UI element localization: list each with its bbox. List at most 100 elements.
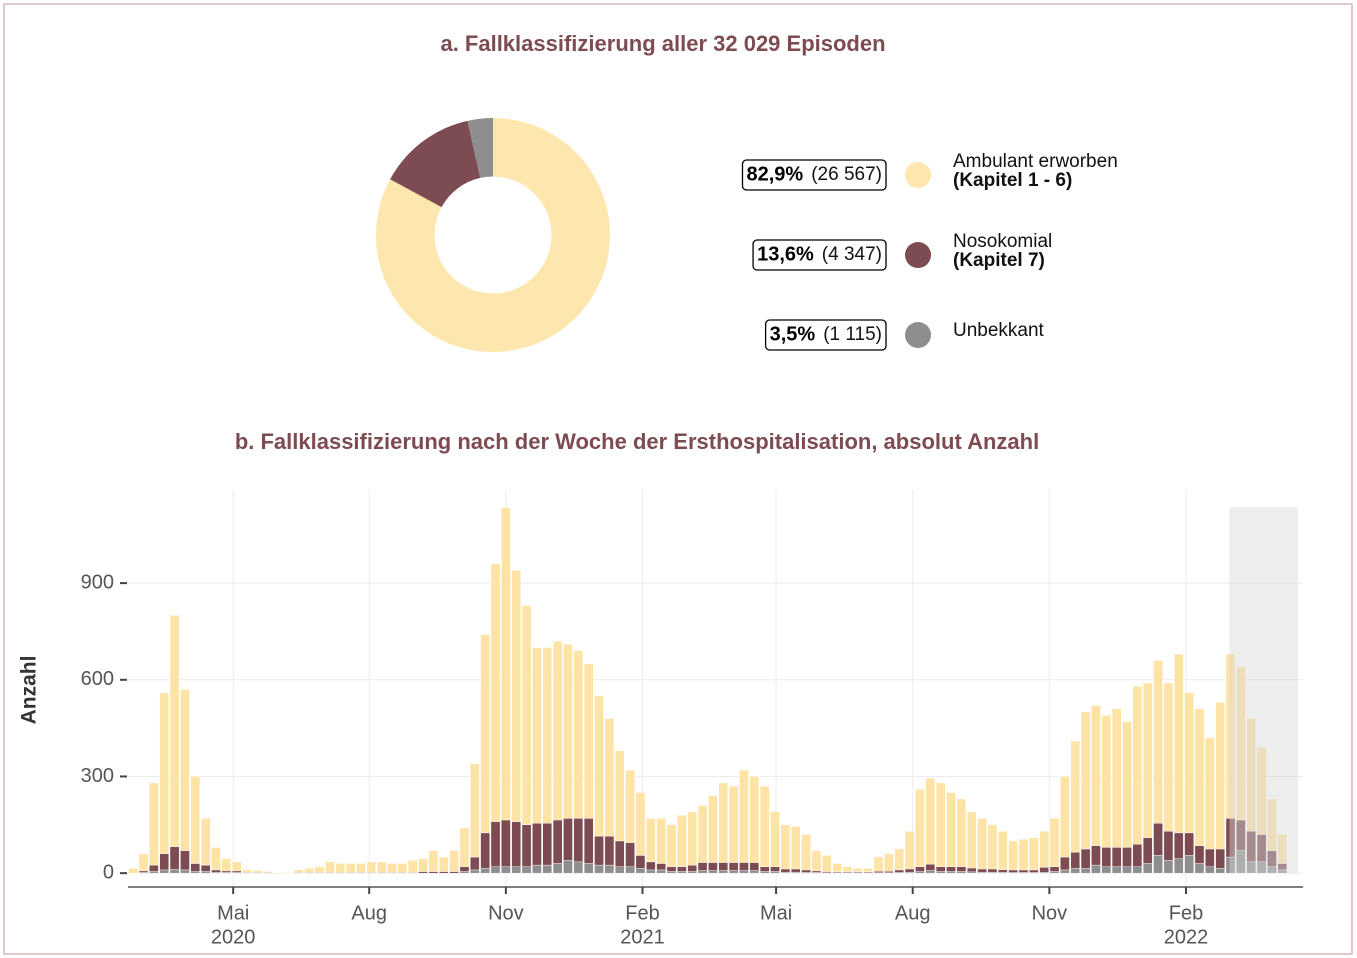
bar-segment [822,855,832,872]
bar-segment [1070,868,1081,874]
bar-segment [583,818,594,864]
bar-segment [739,870,749,874]
bar-segment [915,789,925,867]
bar-segment [801,834,811,871]
bar-segment [977,868,987,873]
bar-segment [853,868,863,873]
bar-segment [666,824,677,867]
bar-segment [759,866,770,872]
bar-segment [1153,822,1163,856]
bar-segment [501,507,511,821]
bar-segment [563,860,573,874]
bar-segment [1091,705,1101,846]
bar-segment [1132,686,1143,845]
bar-segment [511,570,521,822]
bar-segment [728,870,739,874]
bar-segment [428,871,439,874]
bar-segment [1194,845,1205,864]
bar-segment [294,869,304,873]
bar-segment [749,776,760,863]
bar-segment [1060,776,1070,858]
bar-segment [1060,856,1070,871]
bar-segment [749,870,760,874]
bar-segment [1111,866,1122,874]
bar-segment [335,863,345,873]
bar-segment [1184,855,1194,874]
bar-segment [956,871,967,874]
bar-segment [345,863,356,873]
bar-segment [459,866,470,872]
bar-segment [583,863,594,874]
bar-segment [159,869,169,874]
bar-segment [1142,837,1153,864]
bar-segment [283,872,294,874]
bar-segment [149,782,159,866]
bar-segment [573,650,584,819]
bar-segment [521,866,532,874]
bar-segment [1194,708,1205,846]
chart-title: a. Fallklassifizierung aller 32 029 Epis… [440,31,885,56]
bar-segment [677,866,687,872]
bar-segment [956,866,967,872]
bar-segment [128,868,138,874]
bar-segment [501,819,511,867]
bar-segment [1080,868,1091,874]
bar-segment [1215,848,1225,869]
bar-segment [1153,660,1163,824]
bar-segment [1122,866,1132,874]
x-tick-year: 2022 [1164,926,1209,948]
bar-segment [925,863,936,871]
bar-segment [573,861,584,874]
bar-segment [925,870,936,874]
bar-segment [1132,843,1143,867]
bar-segment [211,847,221,871]
bar-segment [242,869,252,873]
bar-segment [1122,847,1132,867]
bar-segment [1142,863,1153,874]
x-tick-label: Nov [488,902,524,924]
bar-segment [946,792,956,867]
bar-segment [149,871,159,874]
bar-segment [915,871,925,874]
x-tick-label: Aug [895,902,931,924]
legend-label: Unbekkant [953,320,1045,341]
bar-segment [304,868,314,873]
bar-segment [1101,715,1112,848]
bar-segment [159,692,169,855]
bar-segment [1163,831,1174,861]
bar-segment [666,866,677,872]
bar-segment [521,824,532,867]
bar-segment [325,861,335,873]
bar-segment [935,782,946,867]
bar-segment [314,866,325,873]
bar-segment [635,855,646,869]
bar-segment [190,871,201,874]
bar-segment [459,871,470,874]
bar-segment [625,866,635,874]
bar-segment [1049,871,1060,874]
x-tick-label: Feb [1169,902,1203,924]
x-tick-year: 2021 [620,926,665,948]
bar-segment [1174,832,1184,859]
bar-segment [480,832,490,869]
bar-segment [614,750,625,842]
bar-segment [1018,839,1029,871]
x-tick-year: 2020 [211,926,256,948]
bar-segment [263,871,273,873]
bar-segment [915,866,925,872]
bar-segment [625,842,635,867]
bar-segment [532,647,542,824]
legend-sublabel: (Kapitel 7) [953,250,1045,271]
bar-segment [935,871,946,874]
bar-segment [397,863,408,873]
bar-segment [169,869,180,874]
bar-segment [677,871,687,874]
bar-segment [894,848,905,871]
label-box [752,239,887,271]
highlight-region [1229,507,1298,874]
bar-segment [1101,847,1112,867]
bar-segment [749,862,760,871]
bar-segment [998,869,1008,873]
bar-segment [459,827,470,867]
bar-segment [677,814,687,867]
